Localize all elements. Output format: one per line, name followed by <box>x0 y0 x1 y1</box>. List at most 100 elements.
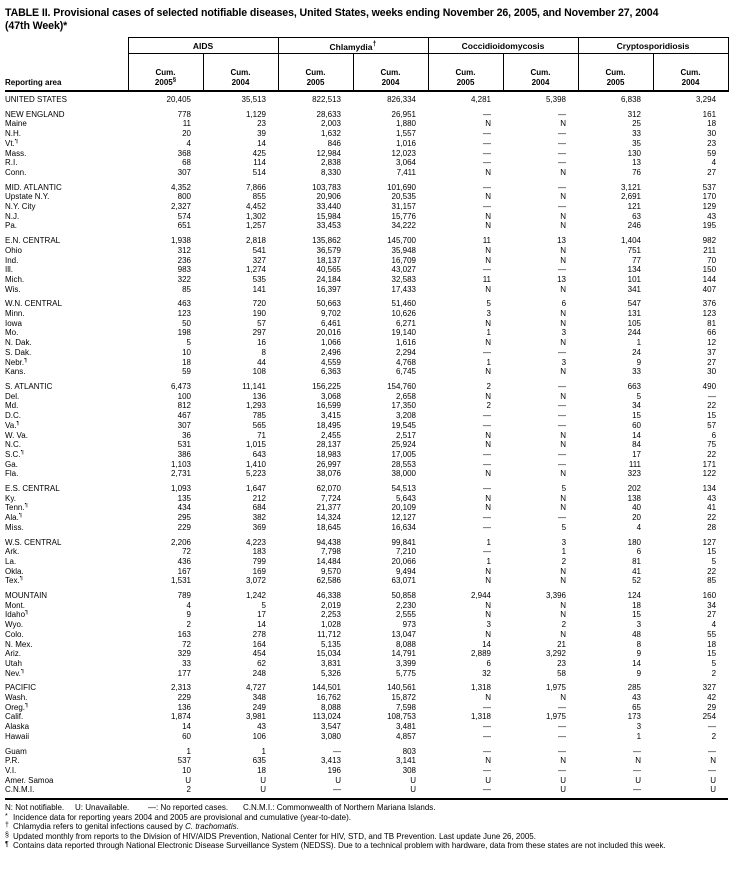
table-row-fla: Fla. 2,731 5,223 38,076 38,000 N N 323 122 <box>5 469 728 479</box>
cell-s-c-col2: 643 <box>252 449 266 459</box>
table-row-nebr: Nebr.¶ 18 44 4,559 4,768 1 3 9 27 <box>5 358 728 368</box>
cell-pacific-col4: 140,561 <box>387 683 416 693</box>
footnote-3: § Updated monthly from reports to the Div… <box>5 831 536 841</box>
cell-e-s-central-col4: 54,513 <box>391 484 416 494</box>
cell-md-col2: 1,293 <box>245 401 266 411</box>
cell-v-i-col5: — <box>483 766 491 775</box>
table-row-e-n-central: E.N. CENTRAL 1,938 2,818 135,862 145,700 11 13… <box>5 236 728 246</box>
cell-tex-col3: 62,586 <box>316 576 341 586</box>
cell-iowa-col5: N <box>485 318 491 328</box>
cell-alaska-col4: 3,481 <box>395 722 416 732</box>
cell-fla-col1: 2,731 <box>170 469 191 479</box>
reporting-area-n-h: N.H. <box>5 129 21 139</box>
cell-w-s-central-col3: 94,438 <box>316 537 341 547</box>
cell-n-y-city-col3: 33,440 <box>316 202 341 212</box>
reporting-area-mich: Mich. <box>5 274 25 284</box>
cell-n-h-col4: 1,557 <box>395 129 416 139</box>
legend-line: N: Not notifiable. U: Unavailable. —: No r… <box>5 803 731 813</box>
cell-n-c-col5: N <box>485 440 491 450</box>
cell-ohio-col8: 211 <box>703 245 717 255</box>
cell-la-col3: 14,484 <box>316 556 341 566</box>
cell-n-dak-col5: N <box>485 338 491 348</box>
cell-conn-col2: 514 <box>252 167 266 177</box>
cell-w-va-col8: 6 <box>711 430 717 440</box>
cell-va-col8: 57 <box>707 420 717 430</box>
table-row-mass: Mass. 368 425 12,984 12,023 — — 130 59 <box>5 149 728 159</box>
cell-w-va-col4: 2,517 <box>395 430 416 440</box>
cell-ill-col3: 40,565 <box>316 265 341 275</box>
legend-item-1: U: Unavailable. <box>75 803 130 813</box>
cell-c-n-m-i-col2: U <box>260 785 266 795</box>
cell-nebr-col5: 1 <box>486 357 491 367</box>
table-row-nev: Nev.¶ 177 248 5,326 5,775 32 58 9 2 <box>5 669 728 679</box>
reporting-area-ga: Ga. <box>5 459 18 469</box>
cell-w-s-central-col2: 4,223 <box>245 537 266 547</box>
reporting-area-mid-atlantic: MID. ATLANTIC <box>5 182 62 192</box>
cell-kans-col8: 30 <box>707 367 717 377</box>
cell-calif-col5: 1,318 <box>470 712 491 722</box>
cell-md-col1: 812 <box>177 401 191 411</box>
cell-n-h-col3: 1,632 <box>320 129 341 139</box>
cell-calif-col7: 173 <box>627 712 642 722</box>
reporting-area-ky: Ky. <box>5 493 16 503</box>
table-row-n-c: N.C. 531 1,015 28,137 25,924 N N 84 75 <box>5 440 728 450</box>
cell-tenn-col1: 434 <box>177 503 191 513</box>
cell-mont-col3: 2,019 <box>320 600 341 610</box>
footnote-symbol-2: † <box>5 822 9 830</box>
cell-hawaii-col1: 60 <box>182 731 191 741</box>
document-page: TABLE II. Provisional cases of selected … <box>5 7 731 850</box>
cell-fla-col8: 122 <box>702 469 717 479</box>
reporting-area-la: La. <box>5 556 17 566</box>
cell-d-c-col7: 15 <box>632 411 642 421</box>
cell-ariz-col5: 2,889 <box>470 649 491 659</box>
cell-okla-col8: 22 <box>707 566 717 576</box>
cell-kans-col7: 33 <box>632 367 642 377</box>
cell-e-n-central-col2: 2,818 <box>245 236 266 246</box>
cell-conn-col6: N <box>560 167 567 177</box>
cell-maine-col6: N <box>560 119 567 129</box>
cell-la-col6: 2 <box>561 556 567 566</box>
table-row-del: Del. 100 136 3,068 2,658 N N 5 — <box>5 392 728 402</box>
cell-upstate-n-y-col3: 20,906 <box>316 192 341 202</box>
cell-w-n-central-col6: 6 <box>561 299 567 309</box>
cell-hawaii-col3: 3,080 <box>320 731 341 741</box>
cell-ala-col2: 382 <box>252 513 266 523</box>
cell-w-s-central-col8: 127 <box>702 537 717 547</box>
reporting-area-ala: Ala.¶ <box>5 513 23 523</box>
table-row-amer-samoa: Amer. Samoa U U U U U U U U <box>5 776 728 786</box>
cell-s-dak-col8: 37 <box>707 347 717 357</box>
cell-ohio-col2: 541 <box>252 245 266 255</box>
cell-w-s-central-col1: 2,206 <box>170 537 191 547</box>
cell-ga-col3: 26,997 <box>316 459 341 469</box>
cell-n-mex-col7: 8 <box>636 639 642 649</box>
reporting-area-united-states: UNITED STATES <box>5 95 67 104</box>
cell-e-s-central-col7: 202 <box>627 484 642 494</box>
reporting-area-s-c: S.C.¶ <box>5 449 24 459</box>
cell-v-i-col7: — <box>633 766 642 775</box>
cell-guam-col4: 803 <box>402 746 416 756</box>
cell-n-j-col7: 63 <box>632 211 642 221</box>
cell-w-n-central-col2: 720 <box>252 299 266 309</box>
cell-upstate-n-y-col8: 170 <box>702 192 717 202</box>
cell-del-col6: N <box>560 391 567 401</box>
reporting-area-miss: Miss. <box>5 522 24 532</box>
cell-mountain-col3: 46,338 <box>316 591 341 601</box>
cell-wash-col2: 348 <box>252 693 266 703</box>
cell-r-i-col2: 114 <box>253 158 266 168</box>
cell-del-col1: 100 <box>177 391 191 401</box>
table-bottom-rule <box>5 795 729 801</box>
cell-mo-col8: 66 <box>707 328 717 338</box>
cell-alaska-col7: 3 <box>636 722 642 732</box>
cell-s-c-col3: 18,983 <box>316 449 341 459</box>
cell-d-c-col8: 15 <box>707 411 717 421</box>
cell-ind-col7: 77 <box>632 255 642 265</box>
cell-iowa-col3: 6,461 <box>320 318 341 328</box>
table-row-ala: Ala.¶ 295 382 14,324 12,127 — — 20 22 <box>5 513 728 523</box>
cell-r-i-col6: — <box>558 158 567 168</box>
cell-r-i-col4: 3,064 <box>395 158 416 168</box>
reporting-area-new-england: NEW ENGLAND <box>5 109 65 119</box>
cell-ariz-col1: 329 <box>177 649 191 659</box>
cell-tenn-col7: 40 <box>632 503 642 513</box>
cell-s-dak-col6: — <box>558 347 567 357</box>
cell-oreg-col4: 7,598 <box>395 702 416 712</box>
